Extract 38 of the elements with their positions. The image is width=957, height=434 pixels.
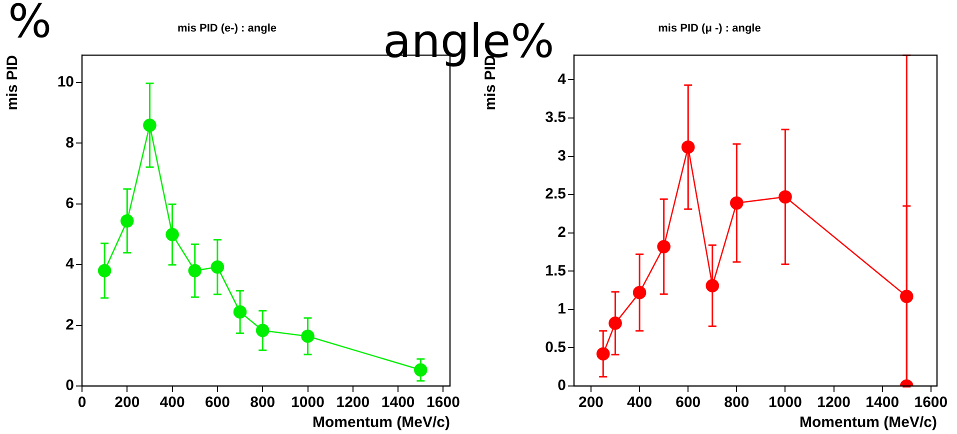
x-tick-label: 0 bbox=[78, 394, 86, 412]
x-tick-label: 800 bbox=[250, 394, 276, 412]
y-tick-label: 0 bbox=[558, 377, 566, 394]
y-tick-label: 1 bbox=[558, 300, 566, 318]
y-tick-label: 3 bbox=[558, 147, 566, 164]
y-tick-label: 0 bbox=[66, 377, 74, 394]
y-tick-label: 0.5 bbox=[545, 338, 566, 356]
y-axis-title: mis PID bbox=[4, 55, 22, 110]
y-tick-label: 10 bbox=[57, 74, 74, 91]
chart-title: mis PID (μ -) : angle bbox=[658, 22, 761, 35]
y-tick-label: 2.5 bbox=[545, 186, 566, 203]
chart-title: mis PID (e-) : angle bbox=[177, 22, 277, 35]
y-tick-label: 6 bbox=[66, 195, 74, 212]
y-tick-label: 4 bbox=[66, 256, 75, 273]
x-tick-label: 1200 bbox=[336, 394, 370, 412]
y-tick-label: 8 bbox=[66, 134, 74, 152]
x-axis-title: Momentum (MeV/c) bbox=[312, 414, 450, 432]
x-tick-label: 1400 bbox=[866, 394, 900, 412]
x-tick-label: 1400 bbox=[381, 394, 415, 412]
y-tick-label: 2 bbox=[66, 316, 74, 334]
y-tick-label: 4 bbox=[558, 70, 567, 88]
y-tick-label: 2 bbox=[558, 224, 566, 241]
x-tick-label: 600 bbox=[676, 394, 701, 412]
x-tick-label: 400 bbox=[160, 394, 185, 412]
x-tick-label: 1000 bbox=[291, 394, 324, 412]
x-tick-label: 1600 bbox=[426, 394, 460, 412]
y-tick-label: 1.5 bbox=[545, 262, 566, 280]
x-tick-label: 800 bbox=[724, 394, 750, 412]
x-tick-label: 1000 bbox=[768, 394, 802, 412]
text: % bbox=[8, 0, 52, 48]
x-axis-title: Momentum (MeV/c) bbox=[799, 414, 937, 432]
x-tick-label: 600 bbox=[204, 394, 230, 412]
x-tick-label: 1200 bbox=[817, 394, 850, 412]
y-tick-label: 3.5 bbox=[545, 109, 566, 126]
x-tick-label: 400 bbox=[627, 394, 652, 412]
x-tick-label: 200 bbox=[578, 394, 604, 412]
x-tick-label: 1600 bbox=[914, 394, 948, 412]
x-tick-label: 200 bbox=[114, 394, 140, 412]
